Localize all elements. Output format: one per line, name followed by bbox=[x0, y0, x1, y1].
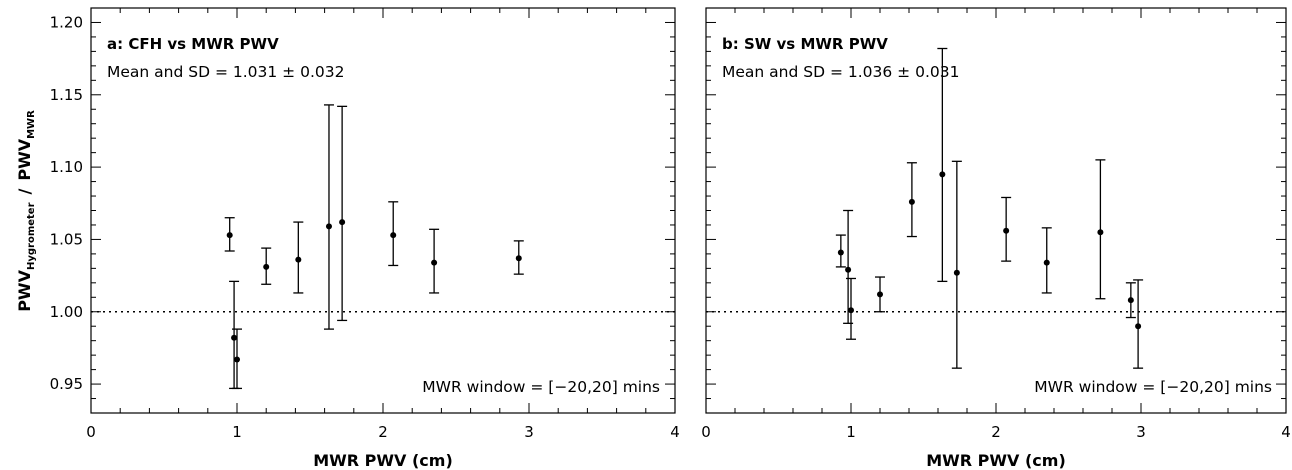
panel-a-x-tick-label: 0 bbox=[86, 423, 96, 441]
panel-a-x-tick-label: 1 bbox=[232, 423, 242, 441]
panel-b-data-point bbox=[953, 269, 960, 276]
y-tick-label: 1.15 bbox=[50, 86, 83, 104]
panel-a-x-tick-label: 4 bbox=[670, 423, 680, 441]
panel-b-title: b: SW vs MWR PWV bbox=[722, 35, 888, 53]
panel-a-x-axis-label: MWR PWV (cm) bbox=[313, 451, 453, 470]
y-tick-label: 1.20 bbox=[50, 13, 83, 31]
panel-a-data-point bbox=[226, 232, 233, 239]
panel-b-stats-label: Mean and SD = 1.036 ± 0.031 bbox=[722, 63, 959, 81]
panel-a-stats-label: Mean and SD = 1.031 ± 0.032 bbox=[107, 63, 344, 81]
panel-a-window-label: MWR window = [−20,20] mins bbox=[422, 378, 660, 396]
panel-b-data-point bbox=[1097, 229, 1104, 236]
y-axis-label: PWVHygrometer/PWVMWR bbox=[15, 110, 37, 312]
y-axis-label-sub-denominator: MWR bbox=[26, 110, 37, 139]
y-axis-label-main: PWV bbox=[15, 269, 34, 311]
panel-b-data-point bbox=[845, 266, 852, 273]
panel-a-data-point bbox=[325, 223, 332, 230]
panel-b-data-point bbox=[1127, 297, 1134, 304]
panel-b-data-point bbox=[939, 171, 946, 178]
panel-b-x-tick-label: 4 bbox=[1281, 423, 1291, 441]
panel-a-title: a: CFH vs MWR PWV bbox=[107, 35, 279, 53]
y-tick-label: 1.00 bbox=[50, 303, 83, 321]
y-axis-label-sub-numerator: Hygrometer bbox=[26, 202, 37, 270]
panel-b-x-tick-label: 2 bbox=[991, 423, 1001, 441]
panel-b: 0 1 2 3 4 b: SW vs MWR PWV Mean and SD = 1.0… bbox=[701, 7, 1291, 470]
panel-b-x-tick-label: 3 bbox=[1136, 423, 1146, 441]
panel-b-data-point bbox=[877, 291, 883, 298]
panel-a-data-point bbox=[263, 263, 270, 270]
y-axis-label-separator: / bbox=[15, 188, 34, 194]
panel-a-data-point bbox=[390, 232, 397, 239]
panel-b-data-point bbox=[837, 249, 844, 256]
y-axis-label-main-2: PWV bbox=[15, 138, 34, 180]
panel-a-data-point bbox=[431, 259, 438, 266]
panel-b-x-tick-label: 0 bbox=[701, 423, 711, 441]
y-tick-label: 1.10 bbox=[50, 158, 83, 176]
panel-a-data-point bbox=[339, 219, 346, 226]
panel-a-x-tick-label: 3 bbox=[524, 423, 534, 441]
panel-a-x-tick-label: 2 bbox=[378, 423, 388, 441]
panel-b-x-axis-label: MWR PWV (cm) bbox=[926, 451, 1066, 470]
panel-b-data-point bbox=[908, 198, 915, 205]
y-tick-label: 0.95 bbox=[50, 375, 83, 393]
panel-b-data-point bbox=[1043, 259, 1050, 266]
panel-a-data-point bbox=[295, 256, 302, 263]
panel-a-data-point bbox=[515, 255, 522, 262]
panel-b-data-point bbox=[848, 307, 854, 314]
panel-a: 0 1 2 3 4 0.95 1.00 1.05 1.10 1.15 1.20 a: CFH vs … bbox=[15, 7, 680, 470]
panel-b-data-point bbox=[1135, 323, 1142, 330]
panel-b-window-label: MWR window = [−20,20] mins bbox=[1034, 378, 1272, 396]
panel-a-data-point bbox=[231, 334, 238, 341]
panel-a-data-point bbox=[234, 356, 240, 363]
panel-b-x-tick-label: 1 bbox=[846, 423, 856, 441]
y-tick-label: 1.05 bbox=[50, 230, 83, 248]
panel-b-data-point bbox=[1003, 227, 1010, 234]
